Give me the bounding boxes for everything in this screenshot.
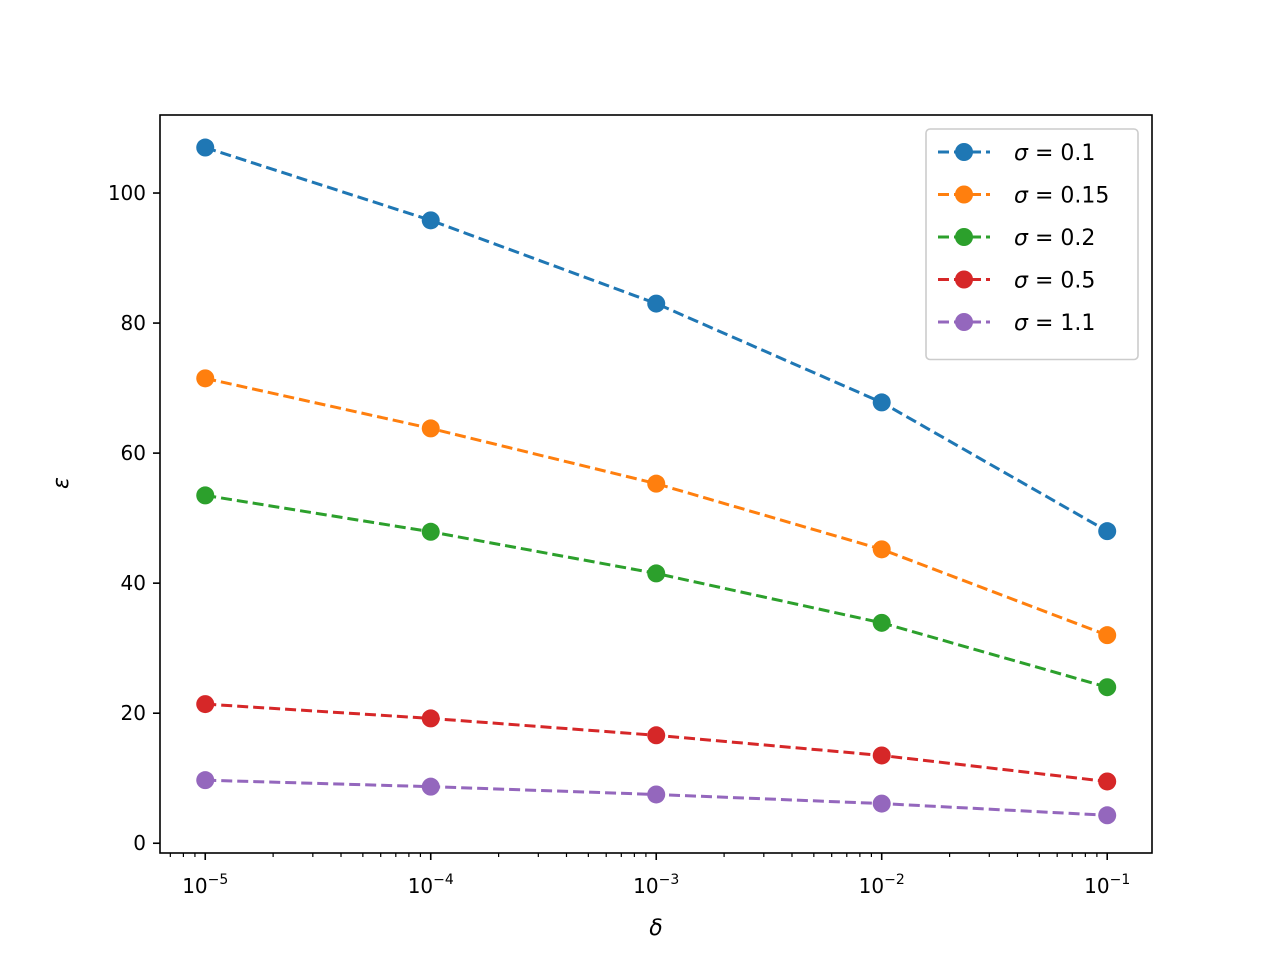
- legend-marker: [955, 270, 973, 289]
- x-tick-label: 10−3: [633, 872, 679, 898]
- data-point: [647, 294, 666, 313]
- data-point: [421, 709, 440, 728]
- data-point: [872, 393, 891, 412]
- legend-label: σ = 0.5: [1014, 269, 1095, 294]
- legend-marker: [955, 185, 973, 204]
- data-point: [421, 419, 440, 438]
- legend-box: [925, 128, 1139, 361]
- series-2: [196, 369, 1117, 645]
- data-point: [647, 564, 666, 583]
- data-point: [421, 522, 440, 541]
- series-line: [204, 376, 1108, 637]
- y-tick-label: 100: [108, 181, 146, 205]
- x-tick-label: 10−1: [1084, 872, 1130, 898]
- y-tick-label: 40: [121, 571, 146, 595]
- data-point: [647, 726, 666, 745]
- data-point: [1098, 522, 1117, 541]
- legend-marker: [955, 228, 973, 246]
- legend-marker: [955, 143, 973, 161]
- series-5: [196, 771, 1117, 825]
- series-layer: [196, 138, 1117, 825]
- data-point: [196, 771, 215, 790]
- x-tick-label: 10−4: [408, 872, 454, 898]
- data-point: [421, 211, 440, 230]
- axes-layer: 0 20 40 60 80 100 10−5 10−4 10−3 10−2 10−1: [108, 114, 1153, 898]
- data-point: [421, 777, 440, 796]
- data-point: [647, 474, 666, 493]
- x-tick-label: 10−2: [859, 872, 905, 898]
- x-axis-label: δ: [649, 916, 662, 941]
- data-point: [872, 794, 891, 813]
- legend-item: σ = 0.2: [938, 226, 1095, 251]
- data-point: [647, 785, 666, 804]
- data-point: [1098, 772, 1117, 791]
- data-point: [196, 486, 215, 505]
- legend-label: σ = 0.15: [1014, 184, 1109, 209]
- data-point: [1098, 678, 1117, 697]
- data-point: [1098, 806, 1117, 825]
- series-1: [196, 138, 1117, 541]
- y-tick-label: 20: [121, 701, 146, 725]
- data-point: [872, 613, 891, 632]
- data-point: [872, 540, 891, 559]
- series-line: [204, 146, 1108, 533]
- data-point: [1098, 626, 1117, 645]
- series-3: [196, 486, 1117, 697]
- y-axis-label: ε: [49, 477, 74, 489]
- legend-label: σ = 0.2: [1014, 226, 1095, 251]
- legend-marker: [955, 313, 973, 331]
- y-tick-label: 0: [133, 831, 146, 855]
- data-point: [196, 369, 215, 388]
- data-point: [196, 695, 215, 714]
- data-point: [872, 746, 891, 765]
- legend-item: σ = 0.5: [938, 269, 1095, 294]
- legend: σ = 0.1 σ = 0.15 σ = 0.2 σ = 0.5 σ = 1.1: [925, 128, 1139, 361]
- data-point: [196, 138, 215, 157]
- legend-label: σ = 0.1: [1014, 141, 1095, 166]
- legend-item: σ = 0.15: [938, 184, 1109, 209]
- y-tick-label: 80: [121, 311, 146, 335]
- legend-item: σ = 1.1: [938, 311, 1095, 336]
- x-tick-label: 10−5: [182, 872, 228, 898]
- series-4: [196, 695, 1117, 791]
- y-tick-label: 60: [121, 441, 146, 465]
- legend-label: σ = 1.1: [1014, 311, 1095, 336]
- legend-item: σ = 0.1: [938, 141, 1095, 166]
